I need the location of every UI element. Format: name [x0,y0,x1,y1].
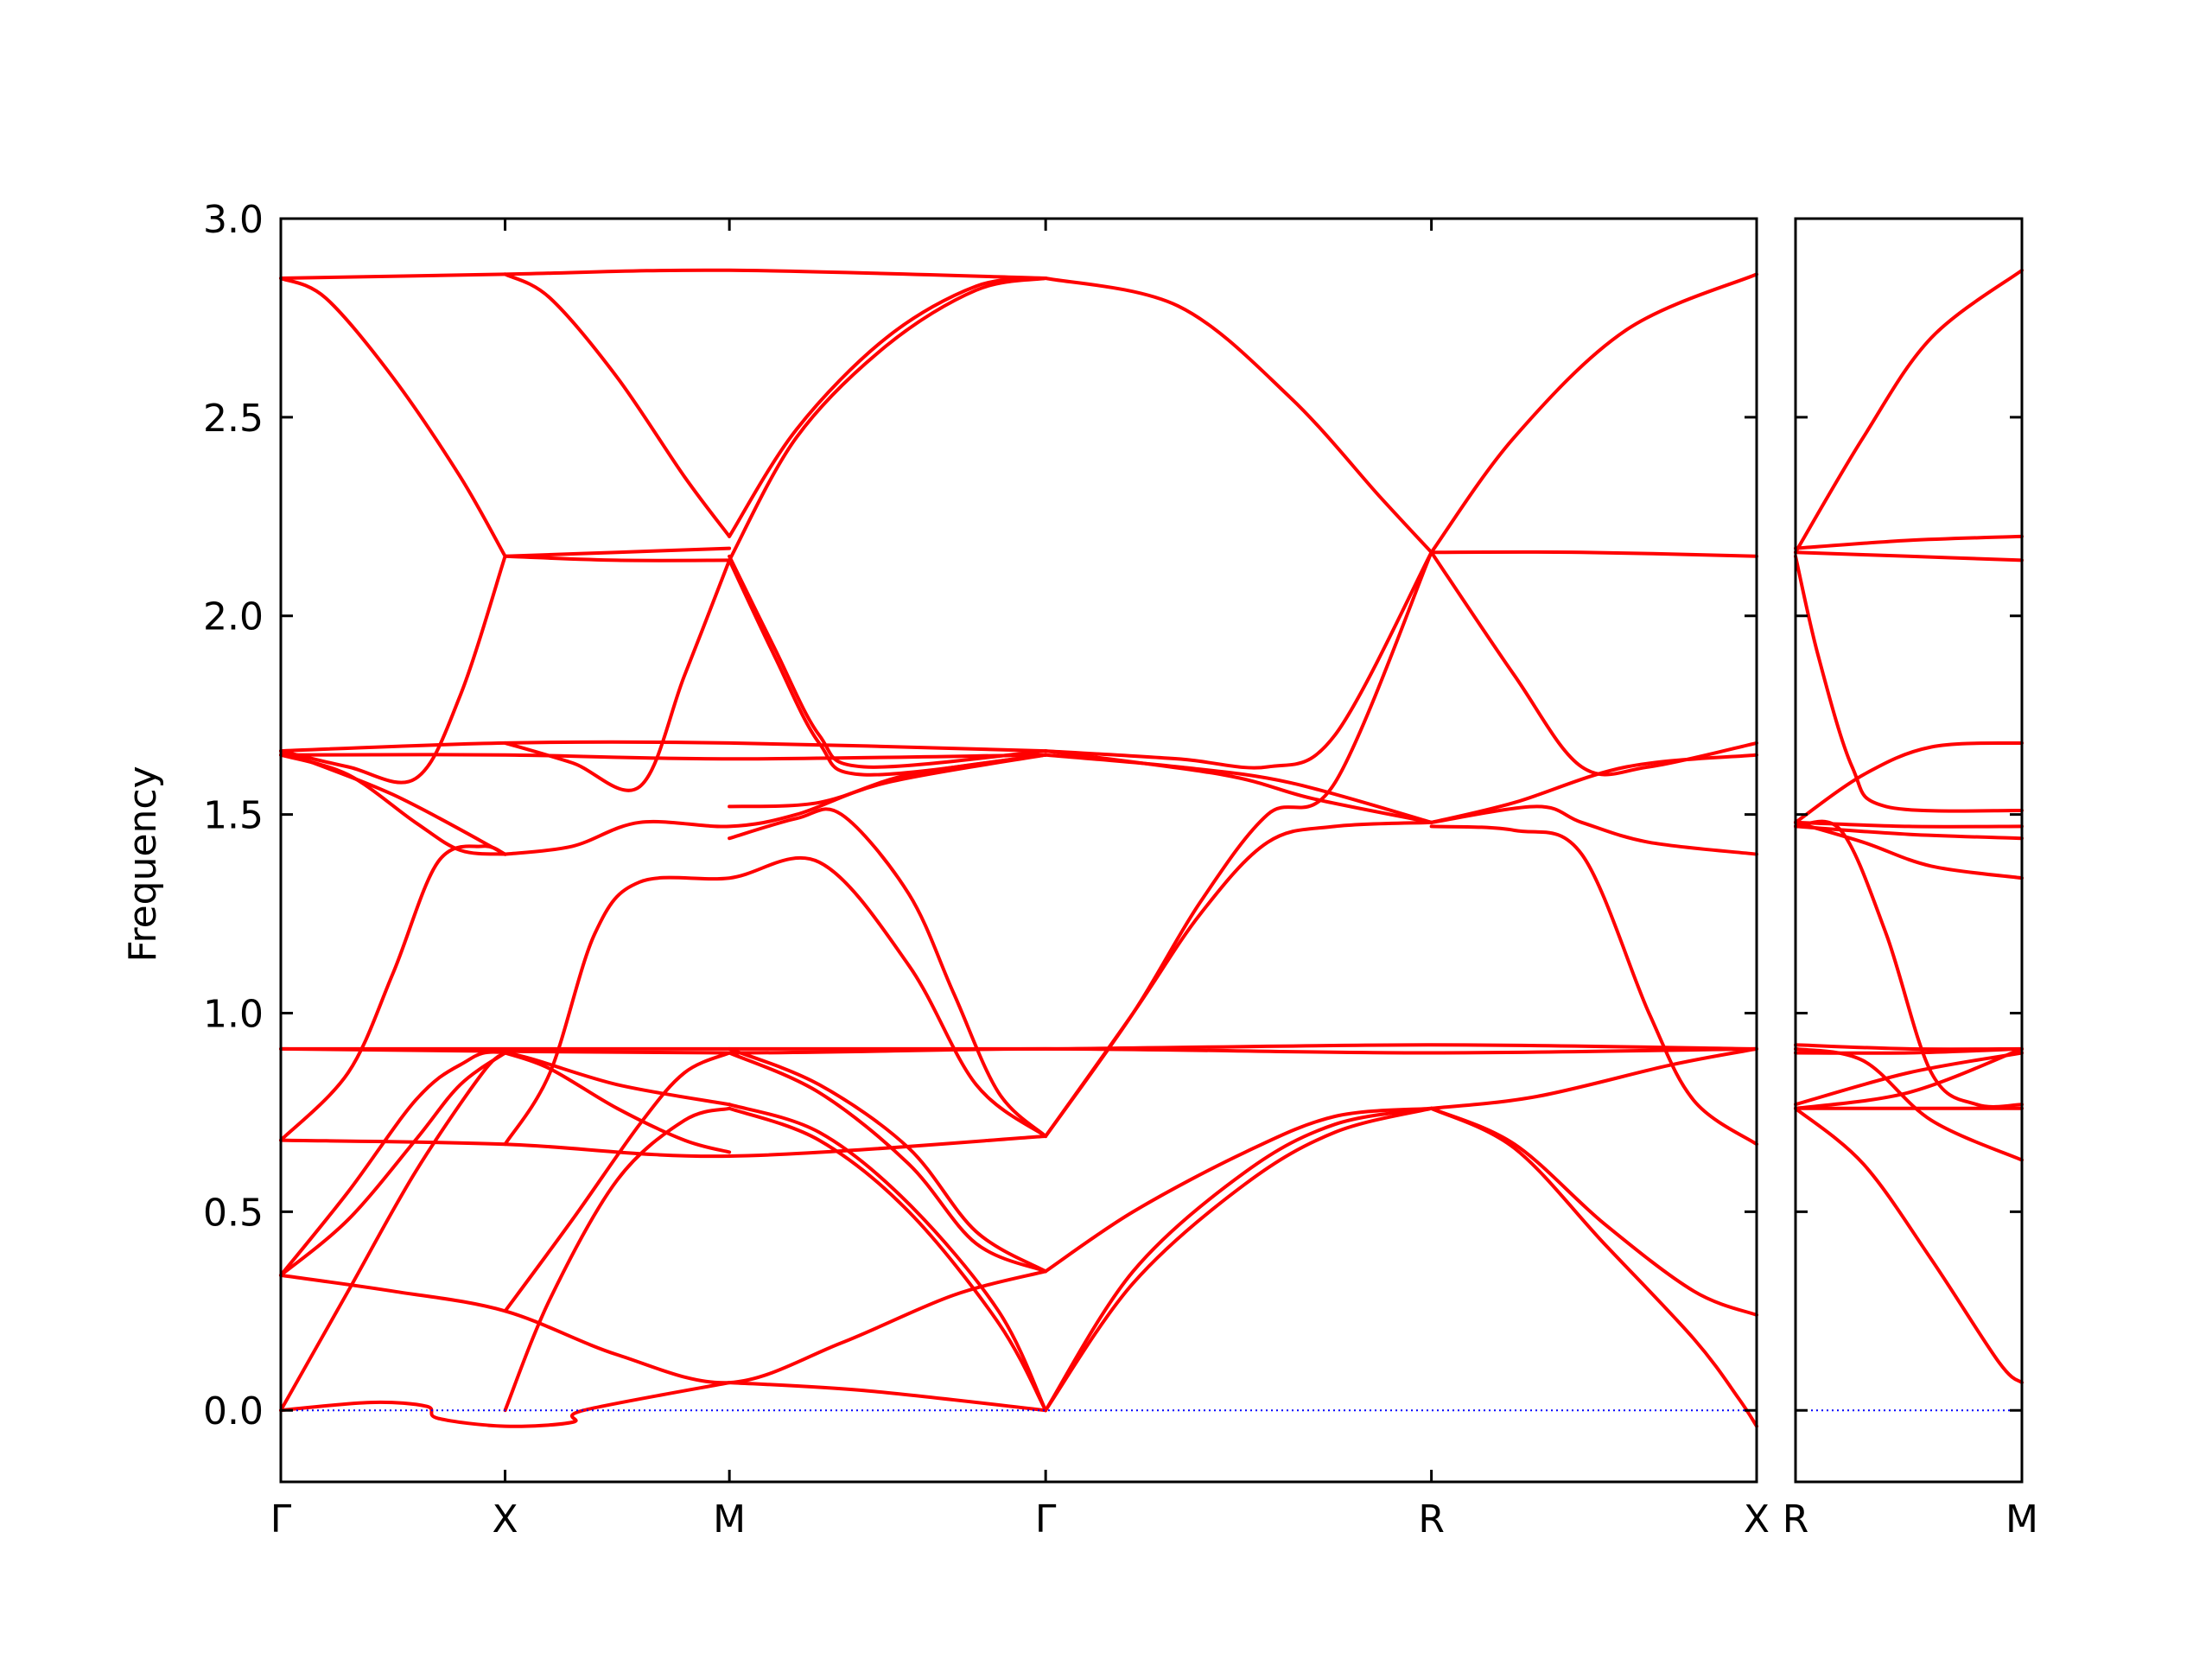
left-ticks [279,217,1758,1482]
y-tick-label-3: 1.5 [203,794,264,838]
left-band-26 [1429,550,1758,777]
left-band-15 [503,753,1048,856]
left-band-51 [1429,1046,1758,1110]
left-x-label-4: R [1418,1497,1445,1541]
left-band-39 [503,1051,732,1313]
left-band-12 [279,554,507,785]
left-band-37 [279,1269,1048,1385]
left-band-45 [728,1106,1048,1413]
left-band-50 [1044,1106,1433,1413]
right-band-0 [1794,268,2024,555]
y-tick-label-4: 2.0 [203,595,264,639]
right-band-7 [1794,820,2024,880]
left-band-52 [1429,1106,1758,1317]
left-x-label-0: Γ [270,1497,292,1541]
right-band-5 [1794,820,2024,829]
left-band-53 [1429,1106,1758,1428]
left-band-3 [503,546,732,558]
left-band-41 [503,1051,732,1154]
right-band-10 [1794,1046,2024,1055]
left-band-5 [728,276,1048,563]
left-band-29 [1044,820,1433,1138]
right-panel-frame [1794,217,2024,1484]
right-x-label-0: R [1783,1497,1809,1541]
left-band-8 [1429,272,1758,555]
left-x-label-5: X [1744,1497,1770,1541]
left-band-24 [1044,749,1433,824]
left-band-16 [503,558,732,792]
left-band-35 [279,1050,732,1277]
y-tick-label-5: 2.5 [203,397,264,441]
left-band-9 [1429,550,1758,558]
right-band-12 [1794,1051,2024,1107]
left-band-18 [728,554,1048,769]
left-x-label-3: Γ [1035,1497,1057,1541]
left-band-28 [1429,804,1758,856]
y-tick-label-1: 0.5 [203,1191,264,1235]
y-axis-title: Frequency [121,766,165,962]
right-bands [1794,268,2024,1385]
left-band-22 [503,855,1048,1147]
left-band-31 [1429,824,1758,1147]
left-band-10 [279,740,1048,753]
left-panel-frame [279,217,1758,1484]
left-band-47 [279,1381,732,1428]
left-band-4 [503,554,732,563]
y-tick-label-0: 0.0 [203,1389,264,1433]
left-band-25 [1044,550,1433,770]
left-band-42 [728,1046,1048,1274]
left-band-20 [728,807,1048,1138]
left-band-11 [279,753,1048,761]
left-band-19 [728,753,1048,809]
right-band-4 [1794,741,2024,824]
right-band-3 [1794,554,2024,813]
left-band-36 [279,1051,507,1277]
left-band-33 [279,1046,1758,1055]
left-band-46 [728,1381,1048,1413]
y-tick-labels: 0.0 0.5 1.0 1.5 2.0 2.5 3.0 [203,198,264,1433]
right-band-14 [1794,1046,2024,1162]
left-band-6 [728,276,1048,538]
left-x-label-2: M [713,1497,746,1541]
left-x-label-1: X [492,1497,518,1541]
left-band-21 [279,844,507,1142]
left-band-49 [1044,1106,1433,1413]
left-band-27 [1429,753,1758,824]
left-band-43 [728,1051,1048,1274]
y-tick-label-2: 1.0 [203,992,264,1036]
right-band-2 [1794,550,2024,563]
left-band-34 [279,1135,1048,1159]
left-band-13 [279,753,507,856]
left-band-48 [1044,1106,1433,1274]
right-band-1 [1794,534,2024,550]
right-band-11 [1794,1046,2024,1110]
left-band-14 [279,749,507,856]
y-tick-label-6: 3.0 [203,198,264,242]
left-band-1 [279,276,507,558]
right-x-label-1: M [2005,1497,2038,1541]
left-band-40 [503,1106,732,1413]
left-bands [279,268,1758,1428]
right-band-8 [1794,819,2024,1109]
left-band-38 [279,1051,507,1413]
left-band-30 [1044,550,1433,1138]
left-band-0 [279,268,1048,280]
left-band-7 [1044,276,1433,555]
right-band-15 [1794,1106,2024,1385]
right-ticks [1794,217,2024,1482]
left-band-44 [728,1103,1048,1413]
left-band-2 [503,272,732,538]
